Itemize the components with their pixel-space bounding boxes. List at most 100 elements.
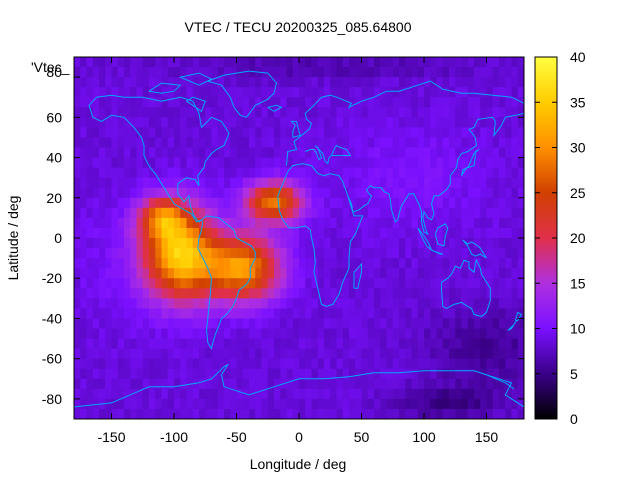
- heatmap-cell: [436, 378, 444, 390]
- heatmap-cell: [374, 318, 381, 330]
- heatmap-cell: [161, 378, 169, 390]
- heatmap-cell: [455, 67, 463, 78]
- heatmap-cell: [367, 348, 375, 360]
- heatmap-cell: [336, 57, 344, 68]
- heatmap-cell: [236, 408, 244, 419]
- heatmap-cell: [86, 107, 94, 118]
- heatmap-cell: [442, 348, 450, 360]
- heatmap-cell: [349, 147, 356, 159]
- heatmap-cell: [324, 97, 331, 108]
- y-tick-label: 40: [46, 150, 62, 166]
- colorbar-tick-label: 30: [570, 140, 586, 156]
- heatmap-cell: [224, 197, 231, 209]
- heatmap-cell: [105, 137, 113, 149]
- heatmap-cell: [199, 207, 206, 219]
- heatmap-cell: [374, 127, 381, 139]
- heatmap-cell: [249, 107, 256, 118]
- heatmap-cell: [517, 107, 524, 118]
- heatmap-cell: [205, 378, 213, 390]
- heatmap-cell: [342, 298, 350, 309]
- heatmap-cell: [155, 187, 163, 199]
- heatmap-cell: [105, 217, 113, 229]
- heatmap-cell: [192, 408, 200, 419]
- heatmap-cell: [342, 408, 350, 419]
- heatmap-cell: [436, 298, 444, 309]
- heatmap-cell: [230, 318, 238, 330]
- heatmap-cell: [230, 248, 238, 259]
- heatmap-cell: [474, 127, 481, 139]
- heatmap-cell: [74, 368, 81, 380]
- heatmap-cell: [411, 328, 419, 340]
- heatmap-cell: [380, 258, 388, 269]
- heatmap-cell: [442, 258, 450, 269]
- heatmap-cell: [136, 117, 144, 128]
- heatmap-cell: [99, 207, 106, 219]
- heatmap-cell: [255, 217, 263, 229]
- heatmap-cell: [267, 117, 275, 128]
- heatmap-cell: [274, 358, 281, 370]
- heatmap-cell: [99, 187, 106, 199]
- heatmap-cell: [155, 338, 163, 350]
- heatmap-cell: [211, 368, 219, 380]
- heatmap-cell: [380, 147, 388, 159]
- heatmap-cell: [142, 338, 150, 350]
- heatmap-cell: [224, 77, 231, 88]
- heatmap-cell: [192, 388, 200, 400]
- heatmap-cell: [430, 388, 438, 400]
- heatmap-cell: [274, 217, 281, 229]
- heatmap-cell: [136, 248, 144, 259]
- heatmap-cell: [492, 97, 500, 108]
- heatmap-cell: [242, 318, 250, 330]
- heatmap-cell: [442, 97, 450, 108]
- heatmap-cell: [355, 137, 363, 149]
- heatmap-cell: [411, 278, 419, 289]
- heatmap-cell: [474, 248, 481, 259]
- heatmap-cell: [417, 87, 425, 98]
- heatmap-cell: [261, 298, 269, 309]
- heatmap-cell: [161, 268, 169, 279]
- heatmap-cell: [261, 187, 269, 199]
- heatmap-cell: [399, 107, 406, 118]
- heatmap-cell: [517, 358, 524, 370]
- heatmap-cell: [180, 318, 188, 330]
- heatmap-cell: [292, 258, 300, 269]
- heatmap-cell: [430, 268, 438, 279]
- heatmap-cell: [455, 248, 463, 259]
- heatmap-cell: [167, 137, 175, 149]
- heatmap-cell: [449, 177, 456, 189]
- heatmap-cell: [286, 157, 294, 169]
- heatmap-cell: [511, 87, 519, 98]
- heatmap-cell: [205, 258, 213, 269]
- heatmap-cell: [361, 308, 369, 320]
- heatmap-cell: [317, 238, 325, 249]
- heatmap-cell: [499, 288, 506, 299]
- heatmap-cell: [405, 318, 413, 330]
- heatmap-cell: [480, 388, 488, 400]
- heatmap-cell: [405, 268, 413, 279]
- heatmap-cell: [130, 57, 138, 68]
- heatmap-cell: [361, 408, 369, 419]
- heatmap-cell: [236, 227, 244, 239]
- heatmap-cell: [436, 187, 444, 199]
- heatmap-cell: [455, 258, 463, 269]
- heatmap-cell: [136, 167, 144, 179]
- heatmap-cell: [142, 127, 150, 139]
- heatmap-cell: [324, 207, 331, 219]
- heatmap-cell: [299, 258, 306, 269]
- heatmap-cell: [230, 147, 238, 159]
- heatmap-cell: [211, 107, 219, 118]
- heatmap-cell: [299, 328, 306, 340]
- heatmap-cell: [186, 137, 194, 149]
- heatmap-cell: [380, 408, 388, 419]
- heatmap-cell: [405, 207, 413, 219]
- heatmap-cell: [261, 177, 269, 189]
- heatmap-cell: [105, 127, 113, 139]
- heatmap-cell: [155, 157, 163, 169]
- heatmap-cell: [255, 348, 263, 360]
- heatmap-cell: [474, 137, 481, 149]
- heatmap-cell: [249, 408, 256, 419]
- heatmap-cell: [74, 207, 81, 219]
- heatmap-cell: [374, 117, 381, 128]
- heatmap-cell: [424, 298, 431, 309]
- heatmap-cell: [280, 227, 288, 239]
